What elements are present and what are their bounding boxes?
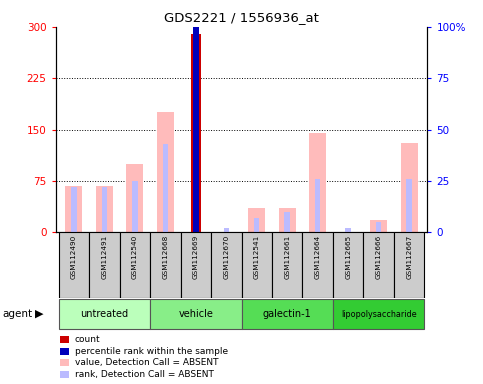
Bar: [333, 299, 425, 329]
Bar: [345, 228, 351, 232]
Bar: [127, 164, 143, 232]
Bar: [302, 232, 333, 298]
Text: GSM112666: GSM112666: [376, 235, 382, 279]
Bar: [157, 113, 174, 232]
Bar: [101, 187, 107, 232]
Text: percentile rank within the sample: percentile rank within the sample: [75, 347, 228, 356]
Bar: [89, 232, 120, 298]
Bar: [224, 228, 229, 232]
Bar: [58, 232, 89, 298]
Bar: [66, 186, 82, 232]
Bar: [279, 209, 296, 232]
Title: GDS2221 / 1556936_at: GDS2221 / 1556936_at: [164, 11, 319, 24]
Bar: [163, 144, 168, 232]
Text: GSM112490: GSM112490: [71, 235, 77, 279]
Bar: [242, 299, 333, 329]
Bar: [120, 232, 150, 298]
Text: count: count: [75, 335, 100, 344]
Text: ▶: ▶: [35, 309, 43, 319]
Bar: [150, 299, 242, 329]
Text: GSM112670: GSM112670: [223, 235, 229, 279]
Text: vehicle: vehicle: [178, 309, 213, 319]
Bar: [193, 0, 199, 232]
Bar: [394, 232, 425, 298]
Text: value, Detection Call = ABSENT: value, Detection Call = ABSENT: [75, 358, 218, 367]
Bar: [370, 220, 387, 232]
Text: untreated: untreated: [80, 309, 128, 319]
Text: GSM112668: GSM112668: [162, 235, 168, 279]
Text: lipopolysaccharide: lipopolysaccharide: [341, 310, 416, 319]
Bar: [191, 34, 201, 232]
Bar: [150, 232, 181, 298]
Bar: [363, 232, 394, 298]
Text: GSM112540: GSM112540: [132, 235, 138, 279]
Text: rank, Detection Call = ABSENT: rank, Detection Call = ABSENT: [75, 370, 214, 379]
Text: GSM112491: GSM112491: [101, 235, 107, 279]
Text: agent: agent: [2, 309, 32, 319]
Bar: [309, 133, 326, 232]
Bar: [248, 209, 265, 232]
Bar: [96, 186, 113, 232]
Bar: [401, 143, 417, 232]
Bar: [211, 232, 242, 298]
Bar: [58, 299, 150, 329]
Text: galectin-1: galectin-1: [263, 309, 312, 319]
Bar: [315, 179, 320, 232]
Text: GSM112669: GSM112669: [193, 235, 199, 279]
Bar: [333, 232, 363, 298]
Bar: [71, 187, 77, 232]
Bar: [406, 179, 412, 232]
Bar: [272, 232, 302, 298]
Bar: [132, 181, 138, 232]
Text: GSM112665: GSM112665: [345, 235, 351, 279]
Text: GSM112541: GSM112541: [254, 235, 260, 279]
Bar: [376, 222, 382, 232]
Text: GSM112667: GSM112667: [406, 235, 412, 279]
Bar: [254, 218, 259, 232]
Text: GSM112664: GSM112664: [315, 235, 321, 279]
Bar: [181, 232, 211, 298]
Bar: [284, 212, 290, 232]
Text: GSM112661: GSM112661: [284, 235, 290, 279]
Bar: [242, 232, 272, 298]
